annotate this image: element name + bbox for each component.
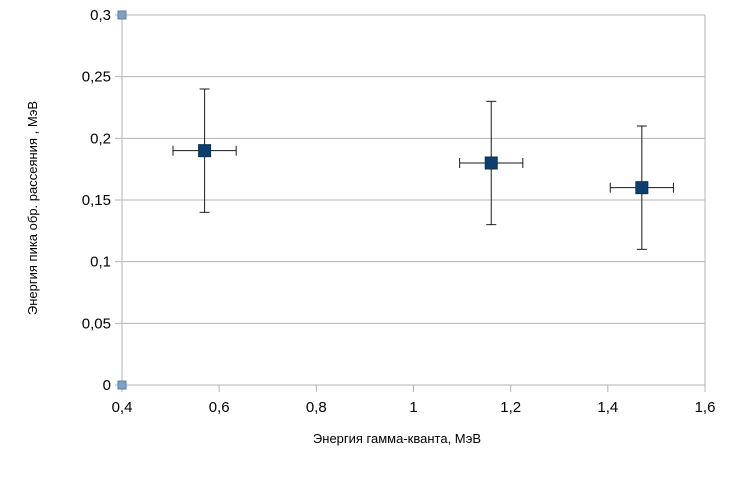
x-tick-label: 0,4 [112, 399, 133, 416]
x-tick-label: 1,6 [695, 399, 716, 416]
x-tick-labels: 0,4 0,6 0,8 1 1,2 1,4 1,6 [112, 399, 716, 416]
y-tick-label: 0,1 [90, 254, 111, 271]
data-point [117, 10, 127, 20]
data-point [484, 156, 498, 170]
y-axis-title: Энергия пика обр. рассеяния , МэВ [25, 101, 40, 315]
y-tick-labels: 0 0,05 0,1 0,15 0,2 0,25 0,3 [82, 7, 111, 394]
x-tick-label: 1 [409, 399, 417, 416]
data-point [635, 181, 649, 195]
axes [115, 14, 706, 392]
data-point [198, 144, 212, 158]
y-tick-label: 0 [103, 377, 111, 394]
gridlines [122, 14, 705, 324]
y-tick-label: 0,05 [82, 315, 111, 332]
error-bars [172, 88, 674, 250]
y-tick-label: 0,2 [90, 130, 111, 147]
y-tick-label: 0,25 [82, 69, 111, 86]
x-tick-label: 1,2 [500, 399, 521, 416]
y-tick-label: 0,3 [90, 7, 111, 24]
data-point [117, 380, 127, 390]
data-points [117, 10, 649, 390]
x-tick-label: 0,8 [306, 399, 327, 416]
x-tick-label: 0,6 [209, 399, 230, 416]
y-tick-label: 0,15 [82, 192, 111, 209]
x-tick-label: 1,4 [597, 399, 618, 416]
x-axis-title: Энергия гамма-кванта, МэВ [313, 431, 481, 446]
